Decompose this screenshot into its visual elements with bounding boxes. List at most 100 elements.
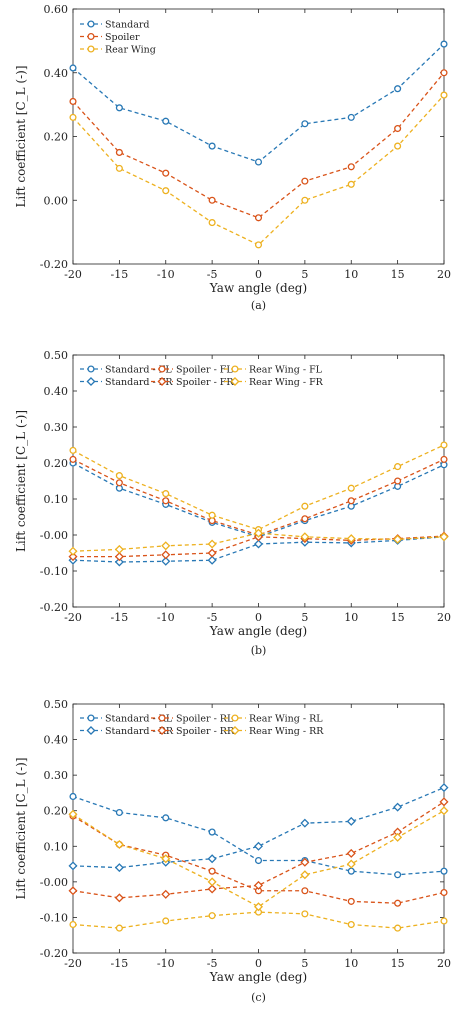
y-tick-label: 0.00 [44,194,69,207]
data-point [347,113,355,121]
data-point [114,557,124,567]
data-point [208,219,216,227]
data-point [208,867,216,875]
data-point [207,548,217,558]
figure-caption: (a) [251,299,266,312]
x-tick-label: 10 [344,611,358,624]
data-point [162,117,170,125]
series-line [72,532,445,552]
y-tick-label: 0.50 [44,349,69,362]
data-point [69,920,77,929]
data-point [347,484,355,492]
y-axis-label: Lift coefficient [C_L (-)] [14,65,28,207]
y-axis-label: Lift coefficient [C_L (-)] [14,757,28,899]
x-tick-label: 5 [301,957,308,970]
y-tick-label: 0.30 [44,421,69,434]
data-point [161,889,171,899]
x-tick-label: 20 [437,611,451,624]
data-point [440,917,448,925]
data-point [347,867,355,875]
x-tick-label: -10 [157,611,175,624]
data-point [69,97,77,105]
series-2 [69,69,448,222]
data-point [114,544,124,554]
data-point [161,854,171,864]
data-point [115,148,123,156]
data-point [440,40,448,48]
data-point [114,552,124,562]
data-point [254,158,263,166]
legend-label: Standard - RR [105,726,174,737]
legend-label: Rear Wing - FR [249,377,324,388]
x-tick-label: -20 [64,268,82,281]
legend-marker [86,725,96,736]
data-point [207,877,217,887]
data-point [346,859,356,869]
legend-marker [87,32,95,41]
legend-label: Spoiler - RL [176,714,234,725]
series-line [72,786,445,869]
data-point [114,863,124,873]
legend-marker [230,376,240,387]
x-tick-label: -20 [64,957,82,970]
data-point [162,187,170,195]
legend-marker [231,365,239,373]
series-1 [69,792,448,879]
series-6 [68,528,449,556]
plot-frame [72,354,445,608]
x-tick-label: -15 [111,957,129,970]
x-tick-label: -5 [207,268,218,281]
x-tick-label: 15 [391,611,405,624]
x-tick-label: 15 [391,957,405,970]
x-axis-label: Yaw angle (deg) [209,281,307,295]
data-point [115,479,123,487]
y-tick-label: -0.20 [40,947,68,960]
data-point [208,142,216,150]
data-point [254,856,263,865]
x-tick-label: 0 [255,957,262,970]
data-point [207,854,217,864]
x-tick-label: -15 [111,268,129,281]
series-line [72,462,445,538]
data-point [346,816,356,826]
y-tick-label: 0.40 [44,734,69,747]
data-point [300,532,310,542]
x-axis-label: Yaw angle (deg) [209,624,307,638]
series-5 [69,908,448,932]
x-tick-label: 10 [344,268,358,281]
y-tick-label: -0.10 [40,911,68,924]
chart-2: -0.20 -0.10 -0.00 0.10 0.20 0.30 0.40 0.50 -20 -1… [14,349,451,657]
x-tick-label: 0 [255,611,262,624]
data-point [68,552,78,562]
data-point [115,104,123,112]
data-point [440,69,448,77]
data-point [394,463,402,471]
y-axis-label: Lift coefficient [C_L (-)] [14,410,28,552]
data-point [301,177,309,185]
chart-3: -0.20 -0.10 -0.00 0.10 0.20 0.30 0.40 0.50 -20 -1… [14,698,451,1004]
data-point [301,887,309,895]
data-point [253,528,264,538]
y-tick-label: -0.00 [40,529,68,542]
data-point [115,164,123,172]
figure-caption: (c) [251,991,266,1004]
legend-marker [87,714,95,722]
data-point [69,113,77,121]
data-point [347,180,355,188]
data-point [208,828,216,836]
data-point [162,169,170,177]
y-tick-label: 0.10 [44,493,69,506]
y-tick-label: 0.40 [44,385,69,398]
data-point [393,802,403,812]
data-point [301,910,309,918]
data-point [346,848,356,858]
legend-marker [87,45,95,53]
data-point [301,515,309,523]
legend-marker [157,376,167,387]
data-point [208,196,216,204]
x-tick-label: -15 [111,611,129,624]
data-point [68,886,78,896]
data-point [114,893,124,903]
